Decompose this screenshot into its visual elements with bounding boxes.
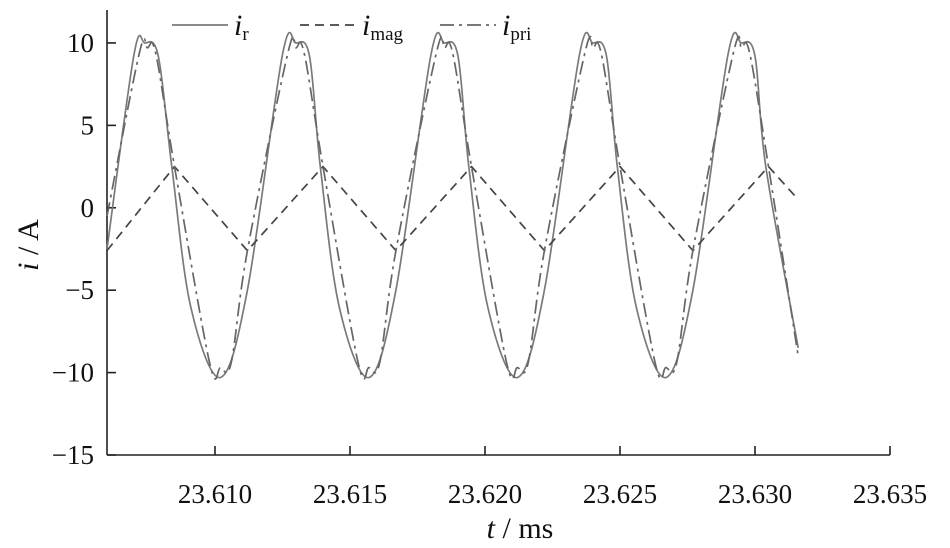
- axes: [106, 10, 890, 456]
- series-line-i-r: [106, 31, 800, 379]
- y-tick-label: 5: [81, 110, 95, 140]
- y-tick-label: 10: [67, 28, 94, 58]
- series-line-i-mag: [106, 165, 799, 252]
- y-tick-label: −15: [52, 440, 94, 470]
- y-tick-label: 0: [81, 193, 95, 223]
- x-tick-label: 23.630: [718, 479, 792, 509]
- x-axis-title: t / ms: [487, 512, 554, 545]
- legend-label-i-r: ir: [234, 9, 249, 45]
- y-ticks: −15 −10 −5 0 5 10: [52, 28, 116, 470]
- legend: ir imag ipri: [172, 9, 531, 45]
- x-tick-label: 23.610: [178, 479, 252, 509]
- legend-label-i-pri: ipri: [502, 9, 531, 45]
- x-ticks: 23.610 23.615 23.620 23.625 23.630 23.635: [178, 446, 927, 509]
- series-line-i-pri: [106, 35, 800, 380]
- x-tick-label: 23.615: [313, 479, 387, 509]
- x-tick-label: 23.625: [583, 479, 657, 509]
- y-tick-label: −5: [65, 275, 94, 305]
- plot-area: [106, 31, 800, 380]
- y-axis-title: i / A: [12, 219, 45, 271]
- y-tick-label: −10: [52, 358, 94, 388]
- x-tick-label: 23.620: [448, 479, 522, 509]
- x-tick-label: 23.635: [853, 479, 927, 509]
- legend-label-i-mag: imag: [362, 9, 404, 45]
